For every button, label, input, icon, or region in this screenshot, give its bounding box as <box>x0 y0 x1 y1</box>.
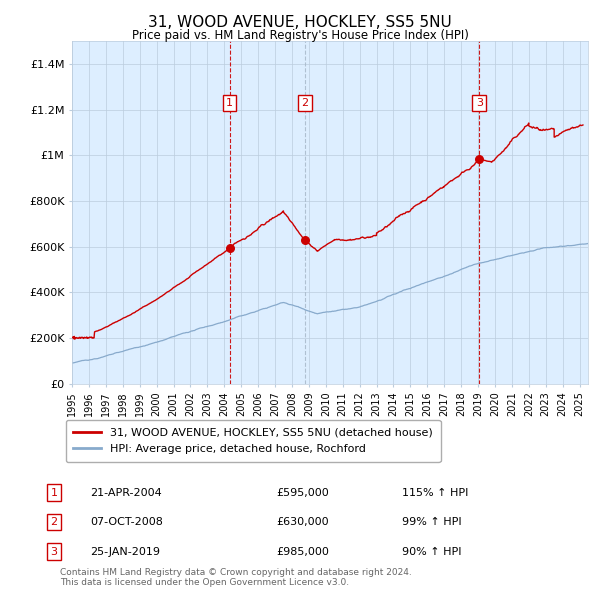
Text: 90% ↑ HPI: 90% ↑ HPI <box>402 547 461 556</box>
Text: £595,000: £595,000 <box>276 488 329 497</box>
Text: 2: 2 <box>50 517 58 527</box>
Text: £630,000: £630,000 <box>276 517 329 527</box>
Text: 3: 3 <box>50 547 58 556</box>
Text: 31, WOOD AVENUE, HOCKLEY, SS5 5NU: 31, WOOD AVENUE, HOCKLEY, SS5 5NU <box>148 15 452 30</box>
Text: 21-APR-2004: 21-APR-2004 <box>90 488 162 497</box>
Text: Price paid vs. HM Land Registry's House Price Index (HPI): Price paid vs. HM Land Registry's House … <box>131 30 469 42</box>
Text: 1: 1 <box>226 98 233 108</box>
Text: 99% ↑ HPI: 99% ↑ HPI <box>402 517 461 527</box>
Text: Contains HM Land Registry data © Crown copyright and database right 2024.
This d: Contains HM Land Registry data © Crown c… <box>60 568 412 587</box>
Text: 25-JAN-2019: 25-JAN-2019 <box>90 547 160 556</box>
Point <box>225 243 235 253</box>
Point <box>300 235 310 244</box>
Text: 115% ↑ HPI: 115% ↑ HPI <box>402 488 469 497</box>
Point <box>475 154 484 163</box>
Text: 07-OCT-2008: 07-OCT-2008 <box>90 517 163 527</box>
Text: £985,000: £985,000 <box>276 547 329 556</box>
Text: 3: 3 <box>476 98 483 108</box>
Text: 2: 2 <box>301 98 308 108</box>
Text: 1: 1 <box>50 488 58 497</box>
Legend: 31, WOOD AVENUE, HOCKLEY, SS5 5NU (detached house), HPI: Average price, detached: 31, WOOD AVENUE, HOCKLEY, SS5 5NU (detac… <box>65 420 440 462</box>
